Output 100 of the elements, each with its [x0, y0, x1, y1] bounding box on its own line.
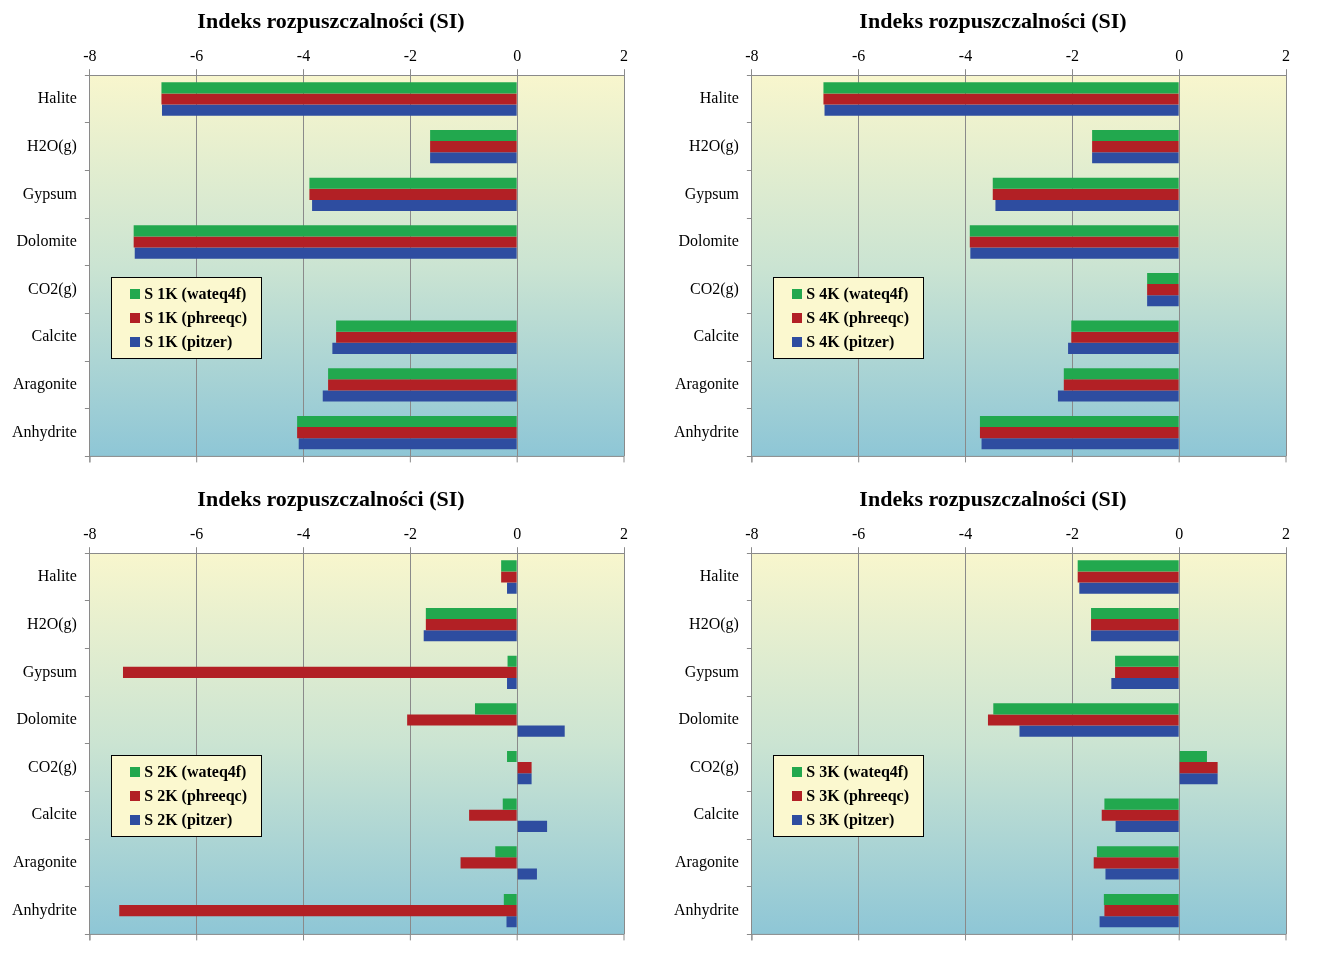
bar — [1096, 846, 1179, 858]
bar — [503, 893, 517, 906]
legend-label: S 4K (pitzer) — [806, 333, 895, 351]
y-tick-label: H2O(g) — [689, 136, 739, 155]
bar — [1019, 725, 1179, 737]
bar — [1179, 750, 1207, 763]
x-tick-label: 2 — [1282, 46, 1290, 64]
x-tick-label: 0 — [513, 524, 522, 542]
bar — [1091, 608, 1179, 620]
bar — [517, 725, 565, 737]
y-tick-label: Aragonite — [674, 375, 739, 394]
bar — [1179, 762, 1218, 774]
legend-label: S 2K (pitzer) — [144, 811, 233, 829]
legend-label: S 3K (pitzer) — [806, 811, 895, 829]
x-tick-label: 0 — [513, 46, 522, 64]
x-tick-label: -2 — [1065, 46, 1080, 64]
legend-label: S 2K (phreeqc) — [144, 787, 248, 805]
x-tick-label: -2 — [403, 46, 418, 64]
y-tick-label: Anhydrite — [12, 422, 77, 441]
legend-label: S 3K (phreeqc) — [806, 787, 910, 805]
bar — [517, 820, 548, 832]
y-tick-label: Halite — [37, 567, 77, 585]
bar — [495, 846, 517, 858]
bar — [507, 677, 517, 689]
bar — [1093, 857, 1179, 869]
bar — [1115, 820, 1179, 832]
x-tick-label: -6 — [190, 46, 204, 64]
bar — [506, 916, 517, 928]
bar — [1111, 677, 1179, 689]
y-tick-label: Halite — [699, 89, 739, 107]
chart-title: Indeks rozpuszczalności (SI) — [196, 8, 466, 34]
bar — [460, 857, 517, 869]
y-tick-label: H2O(g) — [689, 614, 739, 633]
bar — [1091, 619, 1179, 631]
bar — [1103, 893, 1179, 906]
bar — [507, 750, 517, 763]
bar — [1099, 916, 1179, 928]
bar — [122, 666, 517, 678]
bar — [507, 582, 517, 594]
x-tick-label: -2 — [1065, 524, 1080, 542]
x-tick-label: -6 — [190, 524, 204, 542]
y-tick-label: Dolomite — [16, 710, 77, 728]
bar — [1115, 666, 1179, 678]
x-tick-label: -8 — [83, 46, 97, 64]
bar — [407, 714, 517, 726]
y-tick-label: Calcite — [693, 327, 739, 345]
bar — [502, 798, 517, 810]
y-tick-label: Anhydrite — [12, 900, 77, 919]
bar — [469, 809, 517, 821]
bar — [517, 868, 537, 880]
bar — [1115, 655, 1179, 667]
bar — [1179, 773, 1218, 785]
y-tick-label: Dolomite — [16, 232, 77, 250]
x-tick-label: -4 — [296, 524, 311, 542]
y-tick-label: CO2(g) — [27, 757, 77, 776]
legend-label: S 1K (wateq4f) — [144, 285, 247, 303]
y-tick-label: Gypsum — [22, 184, 78, 203]
x-tick-label: 0 — [1175, 524, 1184, 542]
bar — [993, 703, 1179, 715]
bar — [501, 571, 517, 583]
y-tick-label: Halite — [37, 89, 77, 107]
bar — [474, 703, 517, 715]
bar — [425, 619, 517, 631]
x-tick-label: -2 — [403, 524, 418, 542]
x-tick-label: 2 — [620, 46, 628, 64]
bar — [507, 655, 517, 667]
legend-label: S 1K (phreeqc) — [144, 309, 248, 327]
bar — [1077, 560, 1179, 572]
legend-label: S 3K (wateq4f) — [806, 763, 909, 781]
x-tick-label: -4 — [958, 524, 973, 542]
bar — [987, 714, 1179, 726]
x-tick-label: -4 — [958, 46, 973, 64]
x-tick-label: -6 — [852, 524, 866, 542]
y-tick-label: Gypsum — [22, 662, 78, 681]
y-tick-label: H2O(g) — [27, 136, 77, 155]
y-tick-label: H2O(g) — [27, 614, 77, 633]
bar — [517, 762, 532, 774]
legend-label: S 1K (pitzer) — [144, 333, 233, 351]
bar — [1105, 868, 1179, 880]
bar — [423, 630, 517, 642]
y-tick-label: Calcite — [693, 805, 739, 823]
y-tick-label: Calcite — [31, 327, 77, 345]
bar — [119, 905, 517, 917]
legend-label: S 4K (wateq4f) — [806, 285, 909, 303]
x-tick-label: 2 — [1282, 524, 1290, 542]
x-tick-label: -8 — [83, 524, 97, 542]
x-tick-label: -8 — [745, 46, 759, 64]
chart-title: Indeks rozpuszczalności (SI) — [196, 486, 466, 512]
bar — [1079, 582, 1179, 594]
x-tick-label: 2 — [620, 524, 628, 542]
y-tick-label: CO2(g) — [689, 757, 739, 776]
bar — [1104, 905, 1179, 917]
y-tick-label: Anhydrite — [674, 422, 739, 441]
y-tick-label: Aragonite — [12, 375, 77, 394]
y-tick-label: Anhydrite — [674, 900, 739, 919]
chart-title: Indeks rozpuszczalności (SI) — [858, 8, 1128, 34]
y-tick-label: Aragonite — [12, 853, 77, 872]
y-tick-label: Aragonite — [674, 853, 739, 872]
y-tick-label: CO2(g) — [689, 279, 739, 298]
legend-label: S 2K (wateq4f) — [144, 763, 247, 781]
